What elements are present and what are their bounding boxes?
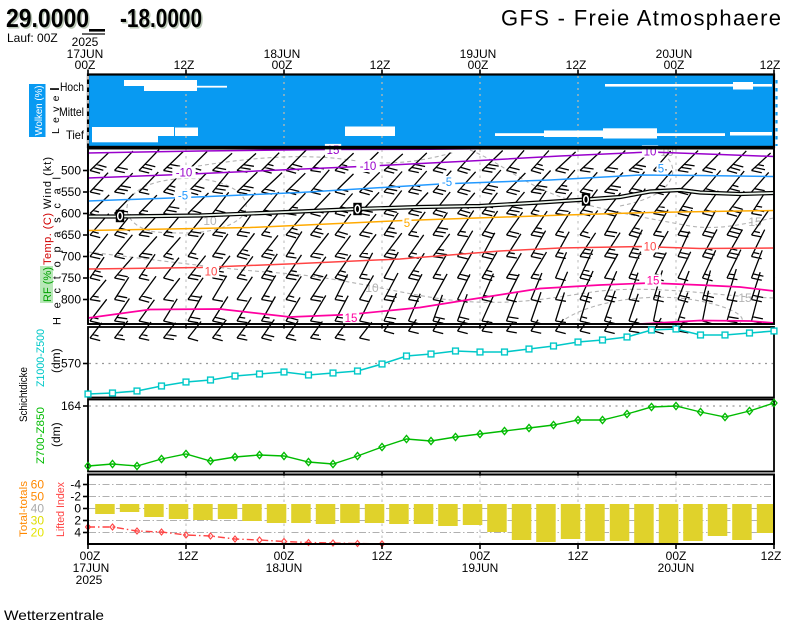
svg-text:10: 10 (203, 214, 217, 228)
svg-text:800: 800 (61, 293, 81, 307)
svg-text:570: 570 (61, 357, 81, 371)
svg-text:Tief: Tief (66, 128, 85, 142)
svg-text:164: 164 (61, 399, 81, 413)
svg-text:15: 15 (738, 291, 752, 305)
svg-text:00Z: 00Z (664, 58, 685, 72)
svg-text:10: 10 (365, 281, 379, 295)
svg-text:40: 40 (31, 502, 45, 516)
svg-text:600: 600 (61, 207, 81, 221)
svg-text:Wolken (%): Wolken (%) (33, 86, 45, 136)
svg-text:5: 5 (658, 164, 664, 176)
svg-text:00Z: 00Z (75, 58, 96, 72)
svg-text:700: 700 (61, 250, 81, 264)
svg-text:00Z: 00Z (274, 549, 295, 563)
svg-text:15: 15 (345, 313, 358, 325)
svg-text:Z1000-Z500: Z1000-Z500 (35, 329, 47, 387)
svg-text:12Z: 12Z (174, 58, 195, 72)
svg-text:00Z: 00Z (470, 549, 491, 563)
svg-text:Schichtdicke: Schichtdicke (18, 367, 30, 422)
svg-text:20JUN: 20JUN (656, 47, 693, 61)
svg-text:650: 650 (61, 228, 81, 242)
svg-text:-4: -4 (70, 478, 81, 492)
svg-text:Hoch: Hoch (60, 80, 84, 94)
svg-text:GFS - Freie Atmosphaere: GFS - Freie Atmosphaere (501, 6, 781, 31)
svg-text:Total-totals: Total-totals (18, 480, 30, 537)
svg-text:(dm): (dm) (49, 348, 63, 373)
svg-text:00Z: 00Z (80, 549, 101, 563)
svg-text:12Z: 12Z (370, 58, 391, 72)
svg-text:29.0000: 29.0000 (6, 3, 89, 33)
svg-text:10: 10 (644, 242, 657, 254)
svg-text:750: 750 (61, 271, 81, 285)
svg-text:550: 550 (61, 185, 81, 199)
svg-text:5: 5 (404, 218, 410, 230)
svg-text:Temp. (C): Temp. (C) (42, 213, 54, 265)
svg-text:500: 500 (61, 164, 81, 178)
svg-text:-2: -2 (70, 490, 81, 504)
svg-text:00Z: 00Z (468, 58, 489, 72)
svg-text:17JUN: 17JUN (73, 561, 110, 575)
svg-text:-10: -10 (176, 168, 193, 180)
svg-text:Wind (kt): Wind (kt) (42, 157, 54, 209)
svg-text:20: 20 (31, 526, 45, 540)
svg-text:19JUN: 19JUN (462, 561, 499, 575)
svg-text:-10: -10 (360, 161, 377, 173)
svg-text:2025: 2025 (76, 573, 103, 587)
svg-text:30: 30 (31, 514, 45, 528)
svg-text:12Z: 12Z (568, 549, 589, 563)
svg-text:Mittel: Mittel (59, 105, 84, 119)
svg-text:10: 10 (205, 267, 218, 279)
svg-text:19JUN: 19JUN (460, 47, 497, 61)
svg-text:Lauf: 00Z: Lauf: 00Z (7, 31, 58, 45)
svg-text:60: 60 (31, 478, 45, 492)
svg-text:4: 4 (74, 526, 81, 540)
svg-text:-5: -5 (178, 191, 188, 203)
svg-text:12Z: 12Z (566, 58, 587, 72)
svg-text:18JUN: 18JUN (266, 561, 303, 575)
svg-text:17JUN: 17JUN (67, 47, 104, 61)
svg-text:15: 15 (647, 276, 660, 288)
svg-text:12Z: 12Z (178, 549, 199, 563)
svg-text:-5: -5 (442, 177, 452, 189)
svg-text:0: 0 (74, 502, 81, 516)
svg-text:RF (%): RF (%) (42, 267, 54, 302)
svg-text:10: 10 (644, 147, 657, 159)
svg-text:Z700-Z850: Z700-Z850 (35, 407, 47, 464)
svg-text:00Z: 00Z (272, 58, 293, 72)
svg-text:12Z: 12Z (372, 549, 393, 563)
svg-text:Level: Level (50, 88, 62, 134)
svg-text:-18.0000: -18.0000 (120, 3, 202, 33)
svg-text:12Z: 12Z (760, 58, 781, 72)
svg-text:00Z: 00Z (666, 549, 687, 563)
svg-text:2: 2 (74, 514, 81, 528)
svg-text:(dm): (dm) (49, 422, 63, 447)
svg-text:Lifted Index: Lifted Index (55, 482, 67, 537)
svg-text:18JUN: 18JUN (264, 47, 301, 61)
svg-text:50: 50 (31, 490, 45, 504)
svg-text:Wetterzentrale: Wetterzentrale (4, 607, 104, 623)
svg-text:-18.0000: -18.0000 (122, 5, 204, 35)
svg-text:20JUN: 20JUN (658, 561, 695, 575)
svg-text:29.0000: 29.0000 (8, 5, 91, 35)
svg-text:12Z: 12Z (761, 549, 782, 563)
svg-text:2025: 2025 (72, 35, 99, 49)
